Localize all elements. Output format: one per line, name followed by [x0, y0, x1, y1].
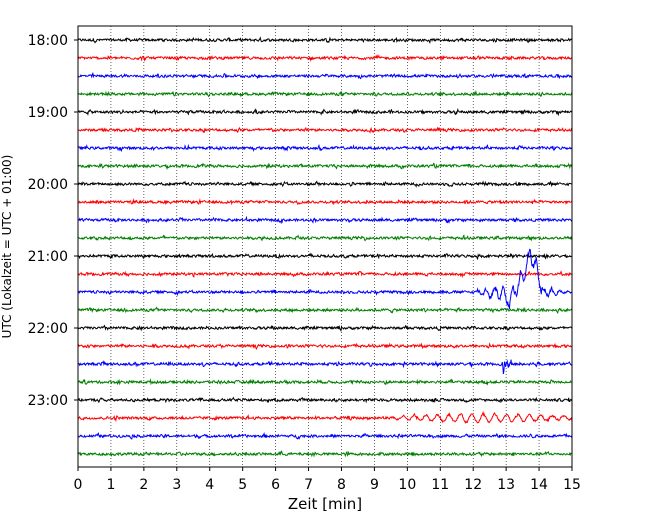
trace-2145 [77, 306, 573, 315]
x-tick-label: 13 [497, 477, 515, 493]
trace-1830 [77, 71, 573, 80]
y-tick-label: 19:00 [28, 105, 68, 121]
trace-2300 [77, 396, 573, 404]
x-tick-label: 14 [530, 477, 548, 493]
x-tick-label: 1 [106, 477, 115, 493]
trace-2130 [77, 248, 573, 310]
trace-2045 [77, 234, 573, 242]
x-tick-label: 2 [139, 477, 148, 493]
y-axis-ticks: 18:00 19:00 20:00 21:00 22:00 23:00 [28, 33, 78, 409]
trace-1845 [77, 90, 573, 98]
x-tick-label: 11 [431, 477, 449, 493]
x-tick-label: 6 [271, 477, 280, 493]
y-tick-label: 23:00 [28, 393, 68, 409]
y-axis-label: UTC (Lokalzeit = UTC + 01:00) [0, 155, 14, 339]
x-tick-label: 10 [398, 477, 416, 493]
x-axis-ticks: 0 1 2 3 4 5 6 7 8 9 10 11 12 13 14 15 [74, 467, 581, 493]
y-tick-label: 21:00 [28, 249, 68, 265]
x-tick-label: 9 [370, 477, 379, 493]
trace-2000 [77, 180, 573, 189]
trace-2215 [77, 342, 573, 351]
x-tick-label: 0 [74, 477, 83, 493]
x-tick-label: 4 [205, 477, 214, 493]
y-tick-label: 22:00 [28, 321, 68, 337]
trace-2015 [77, 198, 573, 206]
x-tick-label: 8 [337, 477, 346, 493]
x-tick-label: 3 [172, 477, 181, 493]
trace-2100 [77, 252, 573, 261]
trace-1900 [77, 108, 573, 117]
trace-1800 [77, 36, 573, 44]
trace-2115 [77, 270, 573, 279]
x-tick-label: 5 [238, 477, 247, 493]
x-tick-label: 12 [464, 477, 482, 493]
x-tick-label: 7 [304, 477, 313, 493]
trace-1945 [77, 162, 573, 171]
trace-2030 [77, 215, 573, 225]
trace-2315 [77, 410, 573, 424]
trace-2230 [77, 359, 573, 375]
plot-frame [77, 25, 573, 468]
y-tick-label: 18:00 [28, 33, 68, 49]
trace-2200 [77, 324, 573, 333]
trace-2330 [77, 431, 573, 440]
x-tick-label: 15 [563, 477, 581, 493]
trace-2345 [77, 450, 573, 458]
x-axis-label: Zeit [min] [288, 495, 362, 513]
trace-1930 [77, 143, 573, 152]
trace-group [77, 36, 573, 458]
trace-1815 [77, 54, 573, 63]
trace-2245 [77, 378, 573, 386]
trace-1915 [77, 126, 573, 134]
y-tick-label: 20:00 [28, 177, 68, 193]
